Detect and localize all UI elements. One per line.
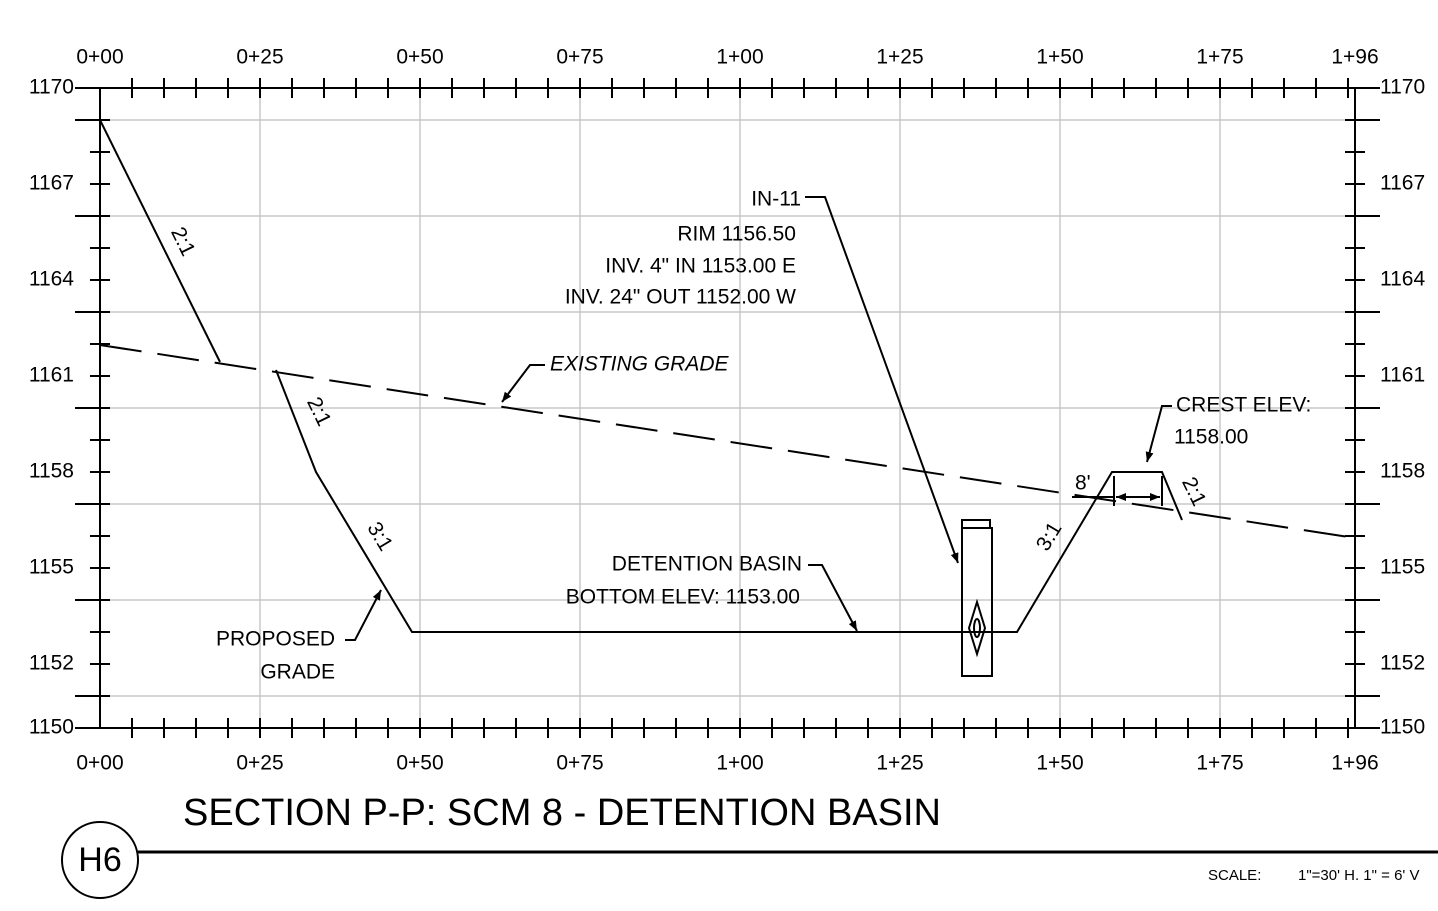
y-label: 1150: [1380, 716, 1425, 739]
leader: [501, 364, 545, 403]
y-label: 1158: [29, 460, 74, 483]
grid: [100, 88, 1355, 728]
slope-label: 2:1: [166, 223, 199, 259]
x-label: 1+00: [716, 752, 763, 775]
scale-value: 1"=30' H. 1" = 6' V: [1298, 867, 1419, 884]
y-label: 1152: [29, 652, 74, 675]
y-label: 1158: [1380, 460, 1425, 483]
slope-label: 3:1: [1032, 518, 1067, 555]
y-label: 1164: [29, 268, 74, 291]
x-label: 0+75: [556, 752, 603, 775]
y-label: 1155: [29, 556, 74, 579]
annotation: BOTTOM ELEV: 1153.00: [566, 586, 800, 609]
axis-labels: 0+00 0+00 0+25 0+25 0+50 0+50 0+75 0+75 1+00 1+00…: [29, 46, 1426, 775]
proposed-grade: [99, 119, 221, 363]
slope-label: 2:1: [302, 393, 335, 429]
x-label: 0+00: [76, 46, 123, 69]
annotation: DETENTION BASIN: [612, 553, 802, 576]
x-label: 0+50: [396, 46, 443, 69]
x-label: 1+96: [1331, 752, 1378, 775]
x-label: 1+25: [876, 752, 923, 775]
x-label: 0+50: [396, 752, 443, 775]
badge: [61, 821, 139, 899]
x-label: 1+75: [1196, 752, 1243, 775]
proposed-grade: [275, 369, 1183, 633]
x-label: 0+25: [236, 46, 283, 69]
y-label: 1161: [29, 364, 74, 387]
slope-label: 3:1: [362, 518, 397, 555]
annotation: RIM 1156.50: [677, 223, 796, 246]
annotation: GRADE: [260, 661, 335, 684]
y-label: 1155: [1380, 556, 1425, 579]
y-label: 1164: [1380, 268, 1425, 291]
y-label: 1152: [1380, 652, 1425, 675]
existing-grade: [99, 344, 1356, 539]
leader: [1145, 405, 1172, 463]
annotation: CREST ELEV:: [1176, 394, 1311, 417]
annotation: IN-11: [751, 188, 801, 211]
y-label: 1150: [29, 716, 74, 739]
x-label: 1+75: [1196, 46, 1243, 69]
title: SECTION P-P: SCM 8 - DETENTION BASIN: [183, 792, 941, 834]
y-label: 1170: [1380, 76, 1425, 99]
structure-top: [961, 519, 991, 529]
leader: [805, 196, 959, 564]
x-label: 1+00: [716, 46, 763, 69]
x-label: 0+75: [556, 46, 603, 69]
y-label: 1170: [29, 76, 74, 99]
x-label: 1+96: [1331, 46, 1378, 69]
x-label: 1+50: [1036, 752, 1083, 775]
y-label: 1167: [29, 172, 74, 195]
y-label: 1161: [1380, 364, 1425, 387]
dimension-label: 8': [1075, 472, 1091, 495]
leader: [345, 589, 382, 641]
annotation: PROPOSED: [216, 628, 335, 651]
x-label: 0+25: [236, 752, 283, 775]
annotation: EXISTING GRADE: [550, 353, 730, 376]
x-label: 1+50: [1036, 46, 1083, 69]
pipe: [967, 598, 987, 658]
annotation: INV. 4" IN 1153.00 E: [605, 255, 796, 278]
leader: [808, 564, 858, 632]
annotation: INV. 24" OUT 1152.00 W: [565, 286, 796, 309]
annotation: 1158.00: [1174, 426, 1248, 449]
x-label: 0+00: [76, 752, 123, 775]
ticks: [75, 78, 1380, 738]
y-label: 1167: [1380, 172, 1425, 195]
badge-label: H6: [78, 841, 121, 879]
scale-label: SCALE:: [1208, 867, 1261, 884]
x-label: 1+25: [876, 46, 923, 69]
pipe: [973, 618, 981, 638]
